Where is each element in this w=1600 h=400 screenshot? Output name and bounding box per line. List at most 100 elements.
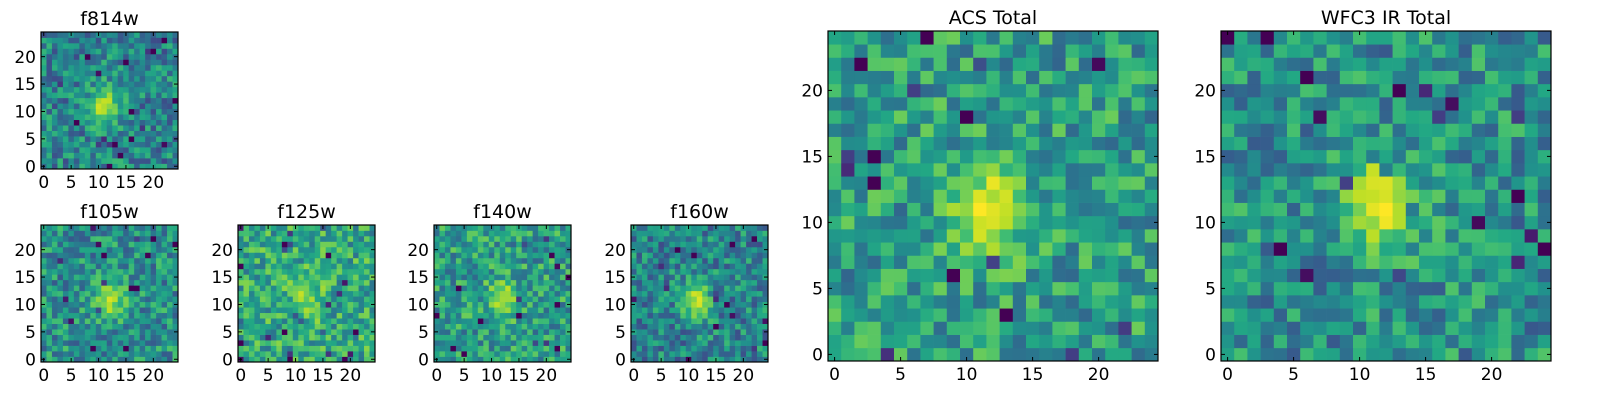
heatmap-cell [1247, 163, 1261, 177]
heatmap-cell [1524, 347, 1539, 362]
heatmap-cell [134, 257, 140, 264]
heatmap-cell [161, 92, 168, 99]
heatmap-cell [342, 329, 348, 335]
heatmap-cell [1511, 57, 1525, 71]
heatmap-cell [499, 235, 506, 242]
heatmap-cell [1234, 295, 1248, 309]
heatmap-cell [331, 285, 337, 292]
heatmap-cell [167, 263, 173, 270]
heatmap-cell [51, 114, 58, 121]
heatmap-cell [46, 323, 53, 330]
heatmap-cell [1458, 70, 1473, 85]
x-tick-label: 0 [628, 366, 639, 386]
heatmap-cell [51, 32, 58, 38]
heatmap-cell [41, 285, 47, 292]
heatmap-cell [276, 285, 283, 292]
heatmap-cell [1221, 242, 1235, 256]
heatmap-cell [543, 263, 550, 270]
heatmap-cell [999, 268, 1014, 283]
heatmap-cell [652, 356, 659, 363]
heatmap-cell [248, 268, 255, 275]
heatmap-cell [685, 274, 692, 281]
heatmap-cell [112, 312, 119, 319]
heatmap-cell [128, 290, 135, 297]
heatmap-cell [549, 301, 555, 308]
heatmap-cell [669, 241, 676, 248]
heatmap-cell [248, 235, 255, 242]
heatmap-cell [477, 268, 484, 275]
heatmap-cell [466, 246, 473, 253]
heatmap-cell [353, 340, 359, 346]
heatmap-cell [751, 345, 758, 352]
heatmap-cell [946, 163, 961, 177]
heatmap-cell [880, 176, 895, 190]
heatmap-cell [243, 257, 250, 264]
y-tick-label: 15 [407, 268, 429, 288]
heatmap-cell [1392, 83, 1407, 98]
heatmap-cell [685, 351, 692, 357]
heatmap-cell [735, 246, 741, 253]
heatmap-cell [364, 301, 370, 308]
heatmap-cell [439, 230, 446, 237]
heatmap-cell [543, 246, 550, 253]
heatmap-cell [729, 323, 736, 330]
heatmap-cell [117, 252, 124, 259]
heatmap-cell [1392, 281, 1407, 296]
heatmap-cell [1078, 347, 1093, 362]
heatmap-cell [735, 301, 741, 308]
x-tick-label: 20 [143, 173, 165, 193]
heatmap-cell [724, 285, 730, 292]
heatmap-cell [757, 246, 763, 253]
heatmap-cell [128, 334, 135, 341]
heatmap-cell [331, 290, 337, 297]
heatmap-cell [1221, 44, 1235, 58]
heatmap-cell [46, 285, 53, 292]
heatmap-cell [1432, 110, 1446, 124]
heatmap-cell [347, 351, 354, 357]
heatmap-cell [718, 340, 725, 346]
heatmap-cell [707, 318, 714, 324]
heatmap-cell [68, 158, 75, 164]
heatmap-cell [156, 351, 162, 357]
heatmap-cell [292, 301, 299, 308]
heatmap-cell [751, 268, 758, 275]
heatmap-cell [347, 246, 354, 253]
heatmap-cell [298, 329, 305, 335]
heatmap-cell [1234, 57, 1248, 71]
heatmap-cell [986, 149, 1000, 164]
heatmap-cell [254, 263, 261, 270]
heatmap-cell [128, 152, 135, 159]
heatmap-cell [342, 307, 348, 314]
heatmap-cell [466, 318, 473, 324]
heatmap-cell [1366, 149, 1380, 164]
heatmap-cell [894, 334, 908, 349]
heatmap-cell [880, 347, 895, 362]
heatmap-cell [106, 356, 113, 363]
heatmap-cell [472, 263, 479, 270]
heatmap-cell [95, 48, 102, 55]
heatmap-cell [724, 235, 730, 242]
heatmap-cell [1445, 136, 1459, 151]
heatmap-cell [729, 241, 736, 248]
heatmap-cell [265, 351, 272, 357]
heatmap-cell [1026, 334, 1040, 349]
heatmap-cell [652, 230, 659, 237]
heatmap-cell [483, 290, 490, 297]
heatmap-cell [90, 263, 97, 270]
heatmap-cell [1052, 57, 1066, 71]
heatmap-cell [505, 334, 512, 341]
heatmap-cell [292, 252, 299, 259]
heatmap-cell [134, 114, 140, 121]
heatmap-cell [867, 334, 882, 349]
heatmap-cell [477, 235, 484, 242]
heatmap-cell [472, 296, 479, 303]
heatmap-cell [647, 323, 654, 330]
y-tick-label: 10 [1194, 214, 1216, 234]
heatmap-cell [751, 312, 758, 319]
heatmap-cell [1300, 334, 1314, 349]
heatmap-cell [238, 323, 244, 330]
heatmap-cell [1326, 97, 1341, 111]
heatmap-cell [505, 290, 512, 297]
heatmap-cell [1234, 136, 1248, 151]
heatmap-cell [499, 263, 506, 270]
